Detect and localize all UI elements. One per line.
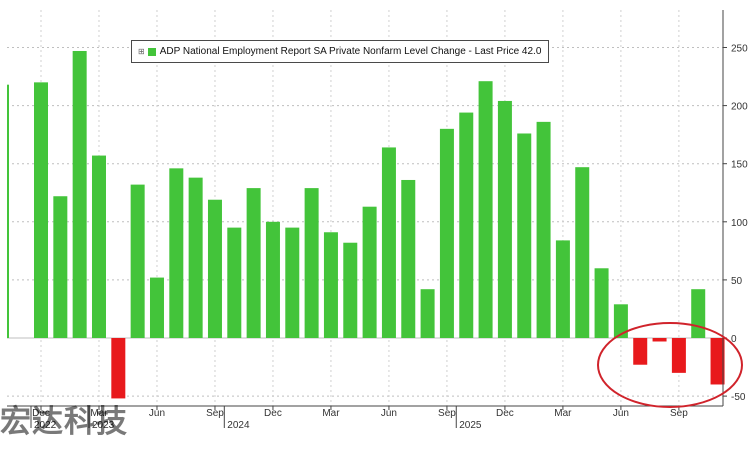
x-tick-label: Mar — [322, 408, 340, 419]
bar — [304, 188, 319, 338]
x-tick-label: Jun — [149, 408, 165, 419]
annotation-layer — [597, 322, 743, 408]
bar — [188, 177, 203, 338]
y-tick-label: 50 — [731, 276, 743, 287]
bar — [710, 338, 725, 385]
x-tick-label: Jun — [613, 408, 629, 419]
legend-label: ADP National Employment Report SA Privat… — [159, 46, 520, 57]
bar — [478, 81, 493, 338]
x-tick-label: Sep — [670, 408, 688, 419]
x-tick-label: Sep — [206, 408, 224, 419]
x-tick-label: Dec — [496, 408, 514, 419]
bar — [517, 133, 532, 338]
bar — [34, 82, 48, 338]
legend-expand-icon[interactable]: ⊞ — [138, 47, 145, 56]
x-tick-label: Dec — [32, 408, 50, 419]
y-tick-label: 200 — [731, 102, 748, 113]
bar-series — [7, 50, 725, 399]
bar — [265, 221, 280, 338]
bar — [613, 304, 628, 338]
bar — [91, 155, 106, 338]
bar — [227, 227, 242, 338]
highlight-ellipse — [597, 322, 743, 408]
bar — [111, 338, 126, 399]
year-label: 2025 — [459, 420, 482, 431]
x-tick-label: Jun — [381, 408, 397, 419]
bar — [633, 338, 648, 365]
y-tick-label: 150 — [731, 160, 748, 171]
legend-swatch — [147, 47, 156, 56]
bar — [362, 206, 377, 338]
last-price-value: 42.0 — [521, 46, 542, 57]
bar — [439, 128, 454, 338]
bar-latest — [691, 289, 706, 338]
bar — [671, 338, 686, 373]
bar — [130, 184, 145, 338]
year-label: 2024 — [227, 420, 250, 431]
bar — [207, 199, 222, 338]
bar — [169, 168, 184, 338]
year-label: 2022 — [34, 420, 57, 431]
bar — [72, 50, 87, 339]
bar — [420, 289, 435, 338]
bar — [536, 121, 551, 338]
bar — [323, 232, 338, 338]
bar — [497, 100, 512, 339]
bar — [53, 196, 68, 338]
x-tick-label: Mar — [90, 408, 108, 419]
bar — [285, 227, 300, 338]
y-tick-label: 250 — [731, 44, 748, 55]
x-tick-label: Dec — [264, 408, 282, 419]
bar — [343, 242, 358, 338]
bar — [594, 268, 609, 338]
bar — [246, 188, 261, 338]
bar — [459, 112, 474, 339]
year-label: 2023 — [92, 420, 115, 431]
legend-value: 42.0 — [519, 46, 541, 57]
bar — [401, 179, 416, 338]
x-axis: Dec Mar Jun Sep Dec Mar Jun Sep Dec Mar Jun Sep 2022… — [7, 405, 723, 431]
bar — [381, 147, 396, 338]
bar — [555, 240, 570, 338]
legend[interactable]: ⊞ ADP National Employment Report SA Priv… — [131, 40, 550, 63]
bar — [652, 338, 667, 342]
x-tick-label: Mar — [554, 408, 572, 419]
bar — [575, 167, 590, 338]
x-tick-label: Sep — [438, 408, 456, 419]
watermark: 宏达科技 — [0, 404, 128, 440]
bar — [149, 277, 164, 338]
y-tick-label: 0 — [731, 334, 737, 345]
bar-partial — [7, 84, 9, 339]
y-tick-label: -50 — [731, 392, 746, 403]
y-tick-label: 100 — [731, 218, 748, 229]
